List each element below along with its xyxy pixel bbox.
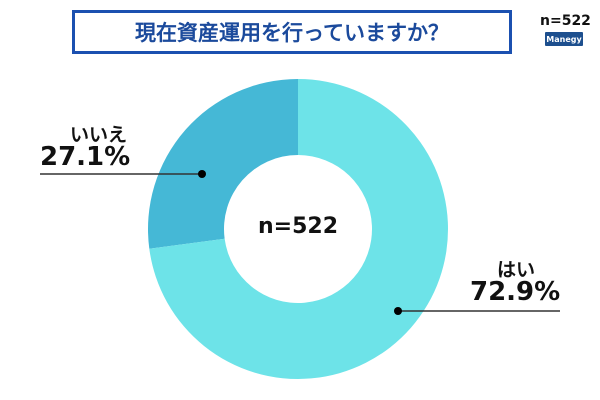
leader-dot-yes bbox=[394, 307, 402, 315]
label-yes-percent: 72.9% bbox=[470, 277, 561, 307]
label-yes-category: はい bbox=[497, 259, 536, 281]
center-label: n=522 bbox=[258, 214, 339, 239]
manegy-logo: Manegy bbox=[545, 32, 583, 46]
donut-slice-yes bbox=[149, 79, 449, 379]
leader-dot-no bbox=[198, 170, 206, 178]
chart-title: 現在資産運用を行っていますか？ bbox=[72, 10, 512, 54]
donut-slice-no bbox=[147, 79, 298, 249]
label-no-percent: 27.1% bbox=[40, 142, 131, 172]
label-no-category: いいえ bbox=[70, 124, 128, 146]
sample-size: n=522 bbox=[540, 13, 591, 29]
